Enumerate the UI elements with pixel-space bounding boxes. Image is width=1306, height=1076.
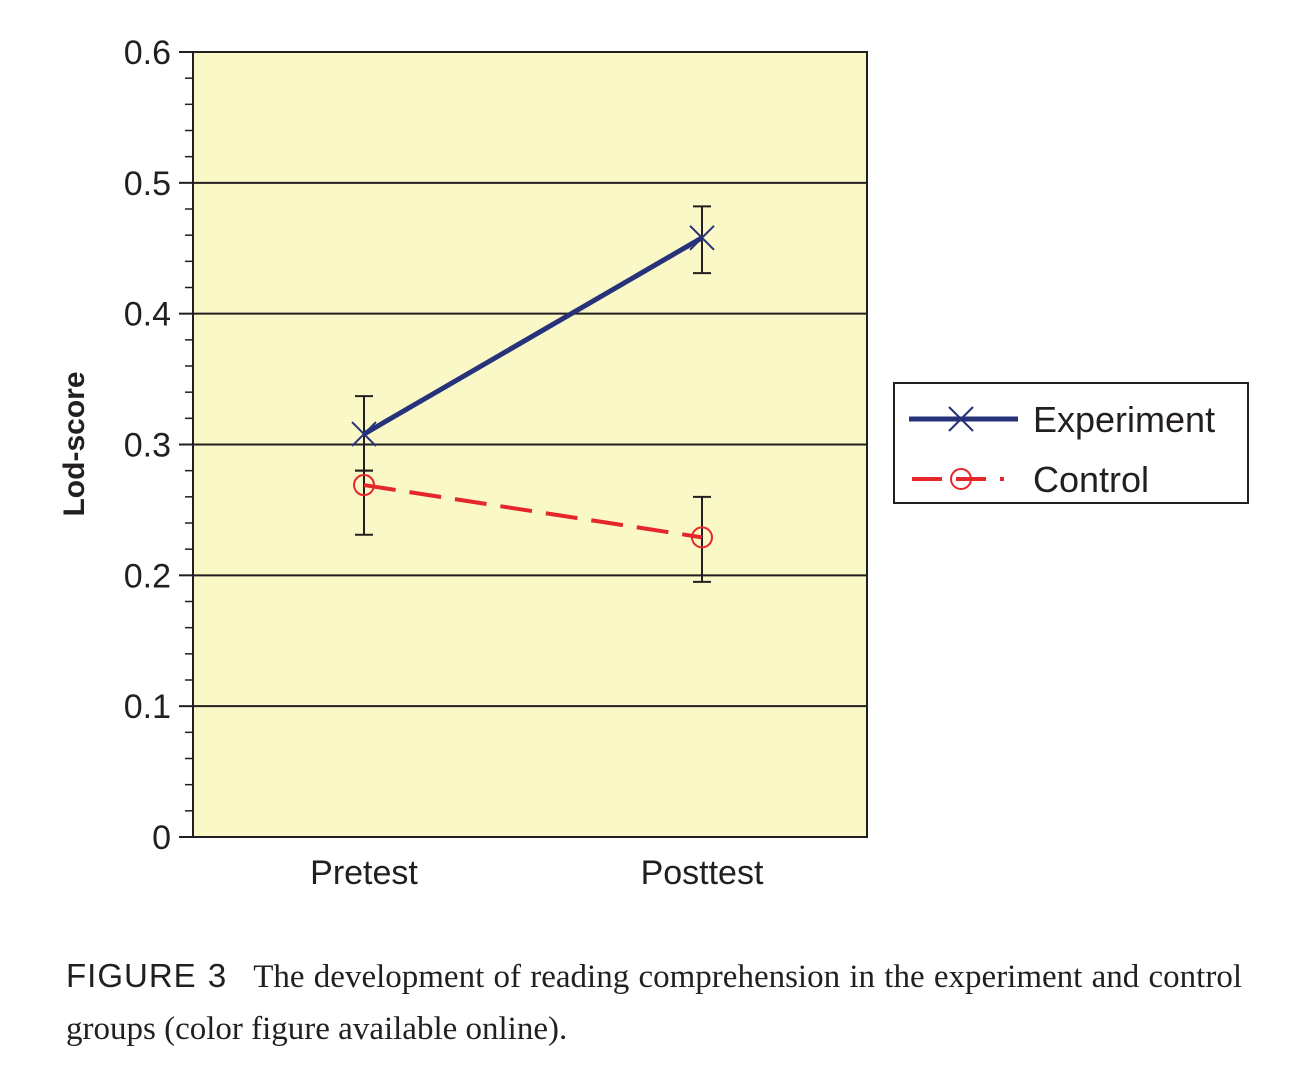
legend-entry-experiment: Experiment (909, 399, 1215, 440)
data-point (691, 526, 713, 549)
chart: 0 0.1 0.2 0.3 0.4 0.5 0.6 Pretest Posttest Lod-… (58, 34, 1249, 892)
y-tick-labels: 0 0.1 0.2 0.3 0.4 0.5 0.6 (124, 34, 171, 857)
legend-label: Experiment (1033, 399, 1215, 440)
y-tick-label: 0.2 (124, 557, 171, 595)
series-experiment (351, 205, 715, 472)
x-tick-labels: Pretest Posttest (310, 854, 764, 892)
plot-border (192, 51, 868, 838)
data-point (353, 474, 375, 497)
series-layer (351, 205, 715, 583)
gridlines (193, 181, 867, 708)
figure-caption: FIGURE 3 The development of reading compr… (66, 950, 1242, 1055)
legend-entry-control: Control (912, 459, 1149, 500)
legend: Experiment Control (893, 382, 1249, 504)
legend-box (893, 382, 1249, 504)
legend-marker (948, 406, 974, 432)
data-point (351, 421, 377, 447)
series-control (353, 469, 713, 583)
y-axis-minor-ticks (179, 51, 193, 838)
y-tick-label: 0.4 (124, 296, 171, 334)
y-tick-label: 0.1 (124, 688, 171, 726)
error-bar (355, 469, 373, 536)
series-line (362, 235, 704, 437)
y-tick-label: 0 (152, 819, 171, 857)
data-point (689, 225, 715, 251)
legend-marker (950, 468, 972, 490)
figure-label: FIGURE 3 (66, 957, 228, 994)
y-axis-title: Lod-score (58, 371, 91, 516)
series-line (363, 483, 703, 540)
legend-label: Control (1033, 459, 1149, 500)
x-tick-label: Pretest (310, 854, 418, 892)
error-bar (693, 495, 711, 583)
y-tick-label: 0.6 (124, 34, 171, 72)
y-tick-label: 0.3 (124, 427, 171, 465)
x-tick-label: Posttest (641, 854, 764, 892)
y-tick-label: 0.5 (124, 165, 171, 203)
caption-text: The development of reading comprehension… (66, 959, 1242, 1047)
